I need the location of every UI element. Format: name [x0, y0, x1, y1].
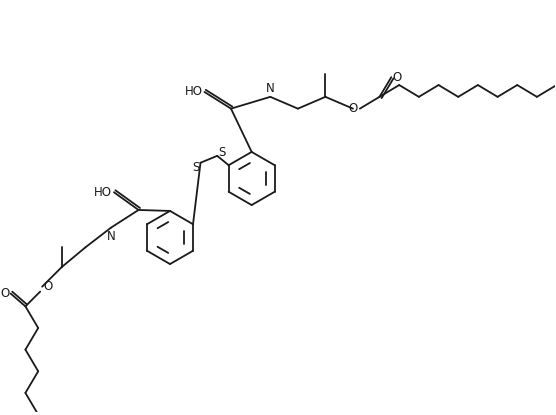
Text: S: S — [192, 161, 199, 174]
Text: N: N — [107, 229, 115, 243]
Text: N: N — [266, 82, 275, 95]
Text: O: O — [1, 287, 9, 300]
Text: HO: HO — [94, 186, 112, 199]
Text: O: O — [393, 71, 401, 84]
Text: O: O — [43, 280, 52, 293]
Text: O: O — [349, 102, 358, 115]
Text: S: S — [219, 146, 226, 159]
Text: HO: HO — [185, 85, 202, 98]
